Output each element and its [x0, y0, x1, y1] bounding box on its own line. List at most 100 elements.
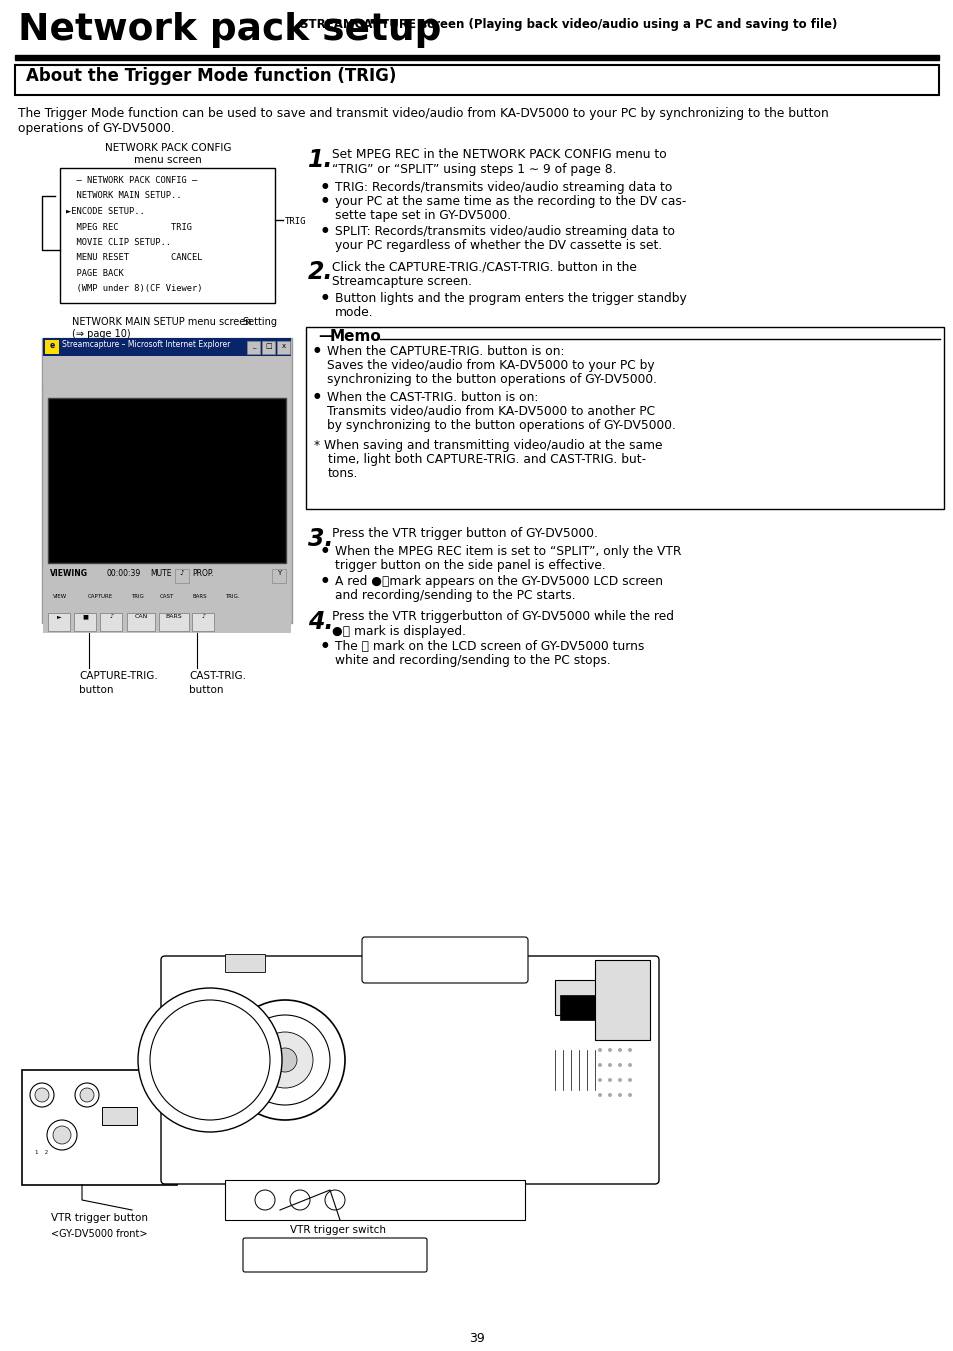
Text: Streamcapture – Microsoft Internet Explorer: Streamcapture – Microsoft Internet Explo… [62, 340, 230, 349]
Circle shape [80, 1088, 94, 1102]
Text: MUTE: MUTE [150, 569, 172, 578]
Circle shape [256, 1032, 313, 1088]
Text: ●ｅ mark is displayed.: ●ｅ mark is displayed. [332, 626, 465, 638]
Circle shape [254, 1190, 274, 1210]
Text: 1.: 1. [308, 149, 334, 172]
Text: TRIG: TRIG [285, 218, 306, 226]
Text: About the Trigger Mode function (TRIG): About the Trigger Mode function (TRIG) [26, 68, 395, 85]
Text: ►: ► [56, 613, 61, 619]
Text: your PC at the same time as the recording to the DV cas-: your PC at the same time as the recordin… [335, 195, 685, 208]
Circle shape [598, 1063, 601, 1067]
Bar [555, 979, 635, 1015]
Text: MENU RESET        CANCEL: MENU RESET CANCEL [66, 254, 202, 262]
Text: ●: ● [322, 292, 328, 301]
Text: 2.: 2. [308, 259, 334, 284]
Bar [43, 590, 291, 611]
Text: by synchronizing to the button operations of GY-DV5000.: by synchronizing to the button operation… [327, 419, 675, 432]
Text: time, light both CAPTURE-TRIG. and CAST-TRIG. but-: time, light both CAPTURE-TRIG. and CAST-… [328, 453, 645, 466]
Text: sette tape set in GY-DV5000.: sette tape set in GY-DV5000. [335, 209, 511, 222]
Circle shape [75, 1084, 99, 1106]
Text: Streamcapture screen.: Streamcapture screen. [332, 276, 472, 288]
Text: SPLIT: Records/transmits video/audio streaming data to: SPLIT: Records/transmits video/audio str… [335, 226, 675, 238]
Text: “TRIG” or “SPLIT” using steps 1 ∼ 9 of page 8.: “TRIG” or “SPLIT” using steps 1 ∼ 9 of p… [332, 163, 616, 176]
Bar [595, 961, 649, 1040]
Text: e: e [50, 340, 54, 350]
Circle shape [138, 988, 282, 1132]
Text: Transmits video/audio from KA-DV5000 to another PC: Transmits video/audio from KA-DV5000 to … [327, 405, 655, 417]
Text: When the CAPTURE-TRIG. button is on:: When the CAPTURE-TRIG. button is on: [327, 345, 564, 358]
Text: menu screen: menu screen [134, 155, 202, 165]
Bar [45, 340, 59, 354]
Text: When the MPEG REC item is set to “SPLIT”, only the VTR: When the MPEG REC item is set to “SPLIT”… [335, 544, 680, 558]
Bar [43, 338, 291, 357]
Text: Saves the video/audio from KA-DV5000 to your PC by: Saves the video/audio from KA-DV5000 to … [327, 359, 654, 372]
FancyBboxPatch shape [243, 1238, 427, 1273]
Bar [60, 168, 274, 303]
Text: The ｅ mark on the LCD screen of GY-DV5000 turns: The ｅ mark on the LCD screen of GY-DV500… [335, 640, 643, 653]
Text: NETWORK MAIN SETUP..: NETWORK MAIN SETUP.. [66, 192, 181, 200]
Bar [15, 55, 938, 59]
Text: ■: ■ [82, 613, 88, 619]
Text: operations of GY-DV5000.: operations of GY-DV5000. [18, 122, 174, 135]
Text: ♪: ♪ [179, 570, 184, 576]
Text: VTR trigger switch: VTR trigger switch [290, 1225, 386, 1235]
Text: STREAMCAPTURE screen (Playing back video/audio using a PC and saving to file): STREAMCAPTURE screen (Playing back video… [299, 18, 837, 31]
Text: The Trigger Mode function can be used to save and transmit video/audio from KA-D: The Trigger Mode function can be used to… [18, 107, 828, 120]
Text: A red ●ｅmark appears on the GY-DV5000 LCD screen: A red ●ｅmark appears on the GY-DV5000 LC… [335, 576, 662, 588]
Text: ●: ● [322, 226, 328, 234]
Text: x: x [281, 343, 285, 349]
Circle shape [225, 1000, 345, 1120]
Text: TRIG: TRIG [131, 594, 143, 598]
Circle shape [607, 1078, 612, 1082]
Bar [15, 65, 938, 95]
Text: 1  2: 1 2 [35, 1150, 49, 1155]
Text: (WMP under 8)(CF Viewer): (WMP under 8)(CF Viewer) [66, 285, 202, 293]
Bar [159, 613, 189, 631]
Text: and recording/sending to the PC starts.: and recording/sending to the PC starts. [335, 589, 575, 603]
Text: BARS: BARS [193, 594, 207, 598]
Bar [48, 399, 286, 563]
Bar [22, 1070, 177, 1185]
Circle shape [47, 1120, 77, 1150]
Text: Click the CAPTURE-TRIG./CAST-TRIG. button in the: Click the CAPTURE-TRIG./CAST-TRIG. butto… [332, 259, 637, 273]
Text: button: button [79, 685, 113, 694]
Text: VTR trigger button: VTR trigger button [51, 1213, 148, 1223]
Text: ♪: ♪ [109, 613, 112, 619]
Bar [43, 370, 291, 384]
Text: MPEG REC          TRIG: MPEG REC TRIG [66, 223, 192, 231]
Circle shape [30, 1084, 54, 1106]
Text: ●: ● [322, 544, 328, 554]
Text: NETWORK MAIN SETUP menu screen: NETWORK MAIN SETUP menu screen [71, 317, 252, 327]
Bar [43, 357, 291, 370]
Text: ●: ● [314, 390, 320, 400]
Text: ►ENCODE SETUP..: ►ENCODE SETUP.. [66, 207, 145, 216]
Text: —: — [317, 330, 332, 343]
Bar [102, 1106, 137, 1125]
Circle shape [325, 1190, 345, 1210]
Text: trigger button on the side panel is effective.: trigger button on the side panel is effe… [335, 559, 605, 571]
Text: NETWORK PACK CONFIG: NETWORK PACK CONFIG [105, 143, 231, 153]
Text: 00:00:39: 00:00:39 [107, 569, 141, 578]
Text: ●: ● [314, 345, 320, 354]
Text: Memo: Memo [330, 330, 381, 345]
Text: your PC regardless of whether the DV cassette is set.: your PC regardless of whether the DV cas… [335, 239, 661, 253]
Bar [100, 613, 122, 631]
Bar [127, 613, 154, 631]
Text: Button lights and the program enters the trigger standby: Button lights and the program enters the… [335, 292, 686, 305]
Text: Network pack setup: Network pack setup [18, 12, 441, 49]
Text: Y: Y [276, 570, 281, 576]
Bar [42, 338, 292, 623]
Bar [225, 954, 265, 971]
Text: CAST-TRIG.: CAST-TRIG. [189, 671, 246, 681]
Text: PAGE BACK: PAGE BACK [66, 269, 124, 278]
Circle shape [150, 1000, 270, 1120]
Bar [192, 613, 213, 631]
Circle shape [53, 1125, 71, 1144]
Bar [74, 613, 96, 631]
Text: mode.: mode. [335, 305, 374, 319]
Circle shape [618, 1048, 621, 1052]
Text: VIEWING: VIEWING [50, 569, 88, 578]
Circle shape [273, 1048, 296, 1071]
Circle shape [35, 1088, 49, 1102]
Text: MOVIE CLIP SETUP..: MOVIE CLIP SETUP.. [66, 238, 171, 247]
